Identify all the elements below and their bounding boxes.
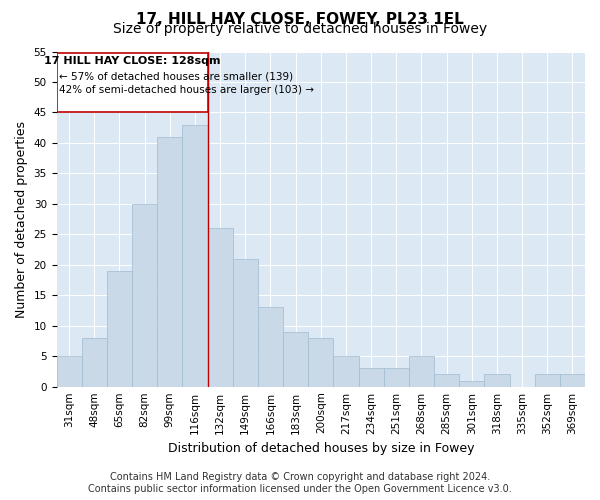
Bar: [208, 228, 233, 386]
Text: Contains HM Land Registry data © Crown copyright and database right 2024.
Contai: Contains HM Land Registry data © Crown c…: [88, 472, 512, 494]
Bar: [233, 258, 258, 386]
FancyBboxPatch shape: [56, 54, 208, 112]
Bar: [107, 271, 132, 386]
Bar: [308, 338, 334, 386]
Text: ← 57% of detached houses are smaller (139): ← 57% of detached houses are smaller (13…: [59, 72, 293, 82]
Bar: [434, 374, 459, 386]
Bar: [359, 368, 383, 386]
Bar: [283, 332, 308, 386]
Bar: [56, 356, 82, 386]
Bar: [182, 124, 208, 386]
Bar: [459, 380, 484, 386]
Bar: [409, 356, 434, 386]
Bar: [560, 374, 585, 386]
Bar: [535, 374, 560, 386]
Bar: [132, 204, 157, 386]
Bar: [334, 356, 359, 386]
Text: 42% of semi-detached houses are larger (103) →: 42% of semi-detached houses are larger (…: [59, 85, 314, 95]
Bar: [258, 308, 283, 386]
Y-axis label: Number of detached properties: Number of detached properties: [15, 120, 28, 318]
Bar: [82, 338, 107, 386]
Bar: [484, 374, 509, 386]
Text: 17 HILL HAY CLOSE: 128sqm: 17 HILL HAY CLOSE: 128sqm: [44, 56, 220, 66]
Bar: [383, 368, 409, 386]
Text: 17, HILL HAY CLOSE, FOWEY, PL23 1EL: 17, HILL HAY CLOSE, FOWEY, PL23 1EL: [136, 12, 464, 26]
Text: Size of property relative to detached houses in Fowey: Size of property relative to detached ho…: [113, 22, 487, 36]
Bar: [157, 137, 182, 386]
X-axis label: Distribution of detached houses by size in Fowey: Distribution of detached houses by size …: [167, 442, 474, 455]
